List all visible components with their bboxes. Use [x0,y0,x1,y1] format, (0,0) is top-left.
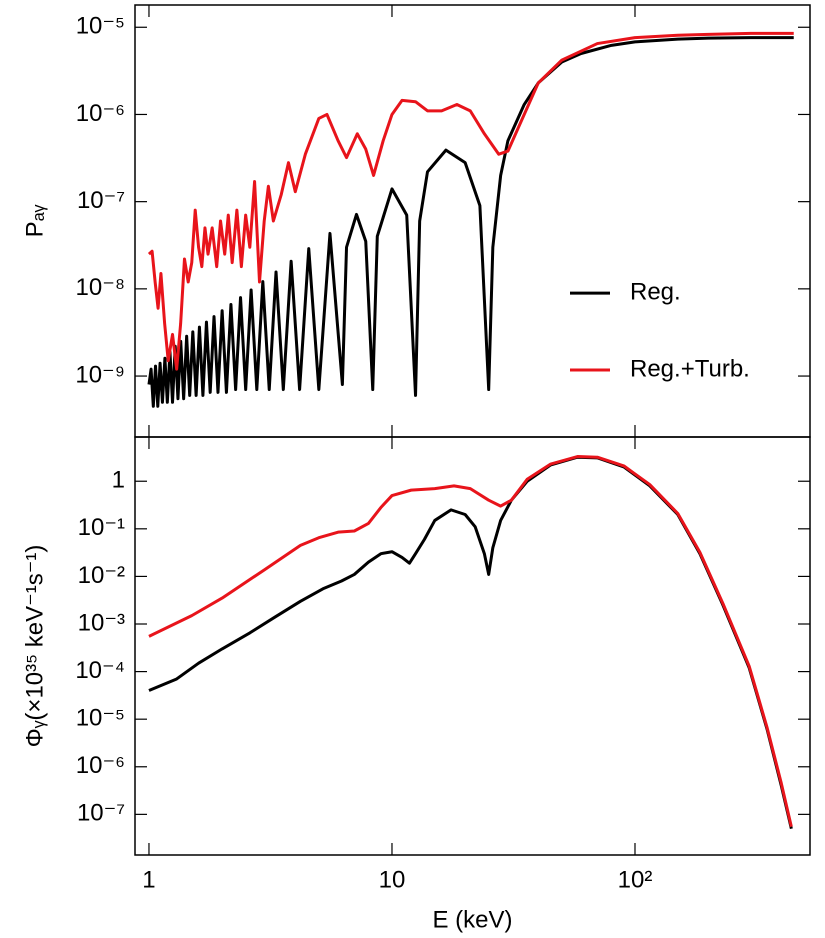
y-tick-label: 10⁻³ [78,609,125,636]
x-tick-label: 10 [379,866,406,893]
legend-label: Reg. [630,278,681,305]
x-tick-label: 1 [142,866,155,893]
y-tick-label: 10⁻¹ [78,514,125,541]
y-axis-label: Pₐᵧ [21,204,48,237]
y-tick-label: 1 [112,467,125,494]
y-tick-label: 10⁻⁸ [76,274,126,301]
x-axis-label: E (keV) [432,906,512,933]
data-line [148,455,793,828]
y-axis-label: Φᵧ(×10³⁵ keV⁻¹s⁻¹) [21,545,48,748]
y-tick-label: 10⁻² [78,562,125,589]
y-tick-label: 10⁻⁵ [76,13,125,40]
plot-frame [134,436,811,856]
data-line [147,31,794,371]
legend-label: Reg.+Turb. [630,355,750,382]
x-tick-label: 10² [618,866,653,893]
y-tick-label: 10⁻⁶ [76,752,125,779]
y-tick-label: 10⁻⁴ [75,657,125,684]
data-line [148,455,793,830]
y-tick-label: 10⁻⁹ [75,361,125,388]
y-tick-label: 10⁻⁵ [76,705,125,732]
y-tick-label: 10⁻⁷ [77,187,125,214]
data-line [147,36,794,408]
y-tick-label: 10⁻⁶ [76,100,125,127]
y-tick-label: 10⁻⁷ [77,800,125,827]
